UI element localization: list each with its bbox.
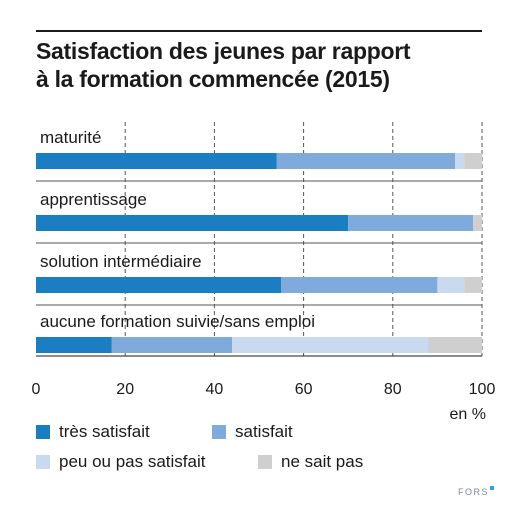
legend-swatch-2 [212, 425, 226, 439]
x-tick-label-0: 0 [32, 381, 41, 398]
legend-swatch-4 [258, 455, 272, 469]
legend-swatch-3 [36, 455, 50, 469]
bar-3-series-1 [36, 277, 282, 293]
legend-swatch-1 [36, 425, 50, 439]
legend-item-1: très satisfait [36, 422, 150, 442]
logo-dot-icon [490, 486, 495, 490]
x-axis-label: en % [450, 406, 486, 420]
legend-item-4: ne sait pas [258, 452, 363, 472]
bar-3-series-3 [437, 277, 465, 293]
bar-4-series-3 [232, 337, 429, 353]
chart-title-line-1: Satisfaction des jeunes par rapport [36, 38, 411, 64]
category-label-1: maturité [40, 128, 101, 147]
bar-1-series-1 [36, 153, 277, 169]
legend-label-2: satisfait [235, 422, 293, 441]
bar-4-series-4 [428, 337, 482, 353]
bar-2-series-1 [36, 215, 349, 231]
stacked-bar-chart: maturité apprentissage solution intermédia… [32, 122, 496, 420]
bar-4-series-2 [111, 337, 233, 353]
category-label-3: solution intermédiaire [40, 252, 202, 271]
top-rule [36, 30, 482, 32]
x-tick-label-100: 100 [469, 381, 496, 398]
bar-4-series-1 [36, 337, 112, 353]
x-tick-label-20: 20 [116, 381, 134, 398]
legend-item-3: peu ou pas satisfait [36, 452, 205, 472]
x-tick-label-40: 40 [206, 381, 224, 398]
bar-1-series-4 [464, 153, 482, 169]
category-label-4: aucune formation suivie/sans emploi [40, 312, 315, 331]
legend-item-2: satisfait [212, 422, 293, 442]
bar-3-series-2 [281, 277, 438, 293]
bar-1-series-3 [455, 153, 465, 169]
fors-logo: FORS [458, 486, 495, 497]
x-tick-label-60: 60 [295, 381, 313, 398]
chart-title-line-2: à la formation commencée (2015) [36, 66, 390, 92]
bar-3-series-4 [464, 277, 482, 293]
bar-1-series-2 [276, 153, 456, 169]
bar-2-series-2 [348, 215, 474, 231]
legend-label-4: ne sait pas [281, 452, 364, 471]
legend-label-3: peu ou pas satisfait [59, 452, 206, 471]
x-tick-label-80: 80 [384, 381, 402, 398]
category-label-2: apprentissage [40, 190, 147, 209]
legend-label-1: très satisfait [59, 422, 150, 441]
bar-2-series-4 [473, 215, 482, 231]
chart-title: Satisfaction des jeunes par rapport à la… [36, 37, 486, 93]
logo-text: FORS [458, 487, 490, 497]
